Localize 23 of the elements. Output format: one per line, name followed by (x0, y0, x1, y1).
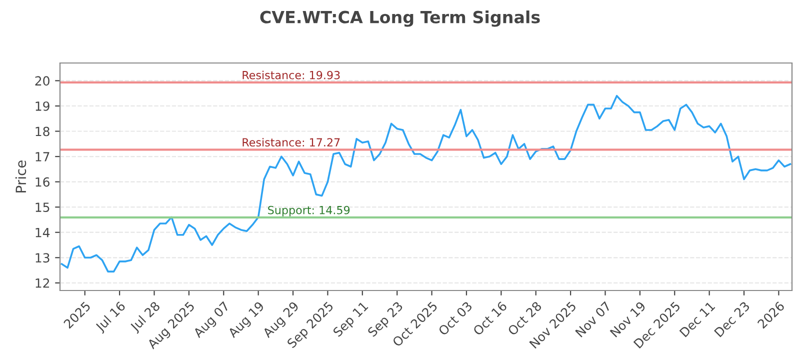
x-tick-label: Aug 07 (192, 301, 232, 340)
y-tick-label: 18 (36, 126, 50, 136)
y-axis-title: Price (15, 160, 26, 192)
y-tick-label: 16 (36, 177, 50, 187)
x-tick-label: Oct 03 (438, 301, 473, 336)
x-tick-label: Dec 11 (679, 301, 716, 338)
y-tick-label: 12 (36, 278, 50, 288)
x-tick-label: Oct 16 (472, 300, 508, 336)
x-tick-label: Jul 28 (129, 300, 162, 334)
line-series (60, 94, 792, 272)
y-tick-label: 13 (36, 253, 50, 263)
chart-title: CVE.WT:CA Long Term Signals (260, 10, 540, 27)
ref-line-label: Resistance: 17.27 (242, 138, 340, 147)
ref-line-label: Support: 14.59 (268, 206, 350, 216)
y-tick-label: 15 (36, 202, 50, 212)
y-tick-label: 14 (36, 228, 50, 238)
ref-line-label: Resistance: 19.93 (242, 70, 340, 80)
y-tick-label: 20 (35, 76, 50, 86)
x-tick-label: Nov 07 (574, 301, 612, 338)
x-tick-label: Dec 23 (714, 301, 750, 338)
y-tick-label: 17 (36, 152, 50, 162)
y-tick-label: 19 (36, 101, 50, 111)
x-tick-label: Jul 16 (94, 300, 128, 334)
